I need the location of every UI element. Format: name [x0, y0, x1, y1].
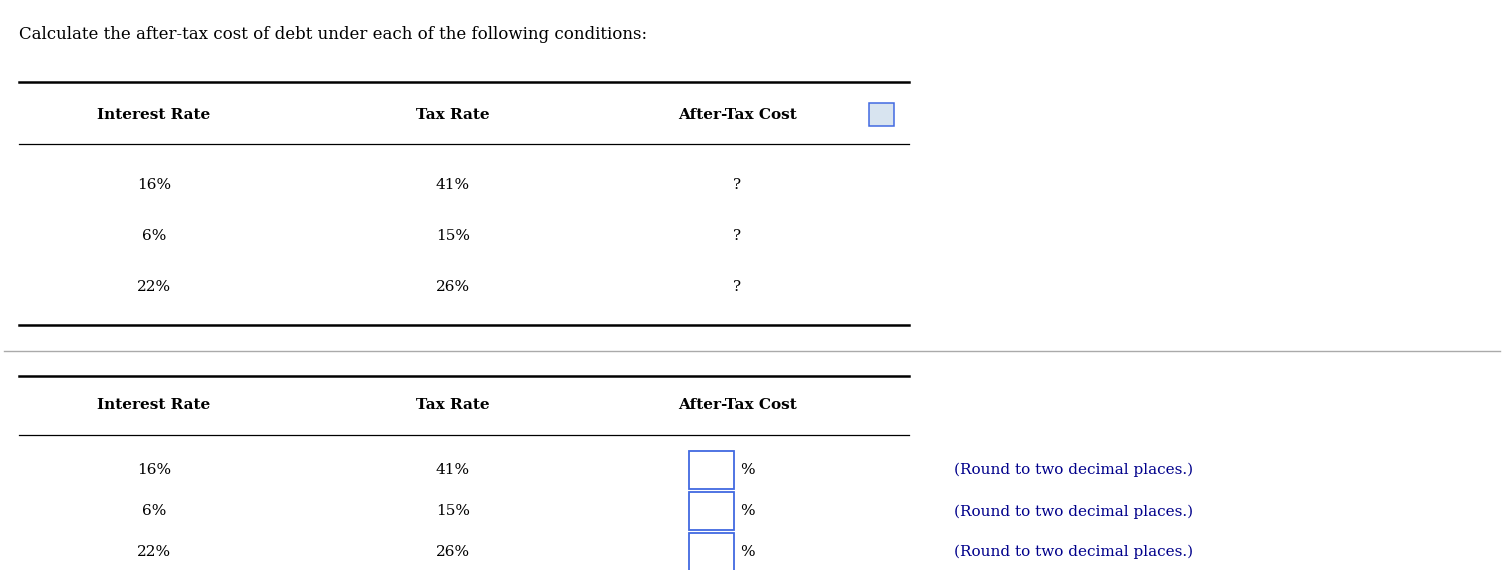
Text: 16%: 16%	[137, 463, 171, 477]
Text: Interest Rate: Interest Rate	[98, 108, 211, 121]
Text: 22%: 22%	[137, 545, 171, 559]
Text: 15%: 15%	[436, 504, 469, 518]
Text: 22%: 22%	[137, 280, 171, 294]
Text: 26%: 26%	[436, 280, 469, 294]
Text: After-Tax Cost: After-Tax Cost	[678, 398, 797, 412]
FancyBboxPatch shape	[869, 103, 893, 126]
Text: 26%: 26%	[436, 545, 469, 559]
Text: %: %	[740, 545, 755, 559]
FancyBboxPatch shape	[689, 534, 734, 570]
FancyBboxPatch shape	[689, 492, 734, 530]
Text: 41%: 41%	[436, 463, 469, 477]
Text: %: %	[740, 504, 755, 518]
Text: (Round to two decimal places.): (Round to two decimal places.)	[954, 545, 1193, 560]
Text: 6%: 6%	[141, 504, 165, 518]
Text: %: %	[740, 463, 755, 477]
Text: 6%: 6%	[141, 229, 165, 243]
Text: 16%: 16%	[137, 177, 171, 192]
Text: Interest Rate: Interest Rate	[98, 398, 211, 412]
Text: ?: ?	[732, 177, 741, 192]
Text: After-Tax Cost: After-Tax Cost	[678, 108, 797, 121]
Text: ?: ?	[732, 280, 741, 294]
Text: (Round to two decimal places.): (Round to two decimal places.)	[954, 463, 1193, 477]
Text: Tax Rate: Tax Rate	[417, 108, 490, 121]
Text: (Round to two decimal places.): (Round to two decimal places.)	[954, 504, 1193, 519]
Text: ?: ?	[732, 229, 741, 243]
Text: 41%: 41%	[436, 177, 469, 192]
Text: Calculate the after-tax cost of debt under each of the following conditions:: Calculate the after-tax cost of debt und…	[20, 26, 647, 43]
FancyBboxPatch shape	[689, 451, 734, 488]
Text: Tax Rate: Tax Rate	[417, 398, 490, 412]
Text: 15%: 15%	[436, 229, 469, 243]
